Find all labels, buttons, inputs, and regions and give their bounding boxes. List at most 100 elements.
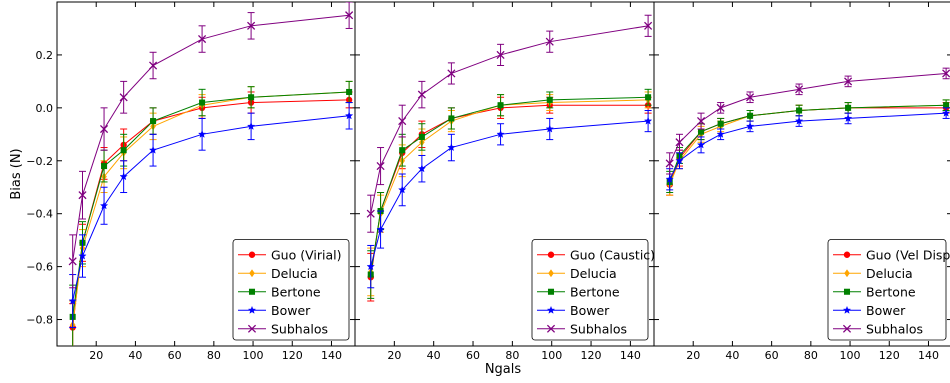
- x-tick-label: 80: [804, 349, 818, 362]
- data-point: [746, 93, 755, 102]
- x-axis-label: Ngals: [485, 362, 522, 377]
- legend-box: [232, 239, 350, 341]
- y-tick-label: −0.8: [26, 314, 53, 327]
- data-point: [717, 120, 724, 127]
- data-point: [78, 251, 87, 260]
- legend-marker: [546, 324, 556, 333]
- data-point: [101, 163, 108, 170]
- data-point: [696, 140, 706, 149]
- panels-layer: 20 40 60 80 100 120 140 −0.8 −0.6 −0.4 −0.2 0.0 0.2 G…: [26, 1, 950, 362]
- y-tick-label: −0.6: [26, 261, 53, 274]
- x-tick-label: 60: [168, 349, 182, 362]
- legend: Guo (Vel Disp) Delucia Bertone Bower Subhalo…: [827, 239, 950, 341]
- x-tick-label: 40: [128, 349, 142, 362]
- series-subhalos: [665, 67, 950, 175]
- legend-label: Bertone: [570, 284, 620, 299]
- data-point: [418, 133, 425, 140]
- legend-label: Bower: [271, 303, 311, 318]
- data-point: [665, 174, 674, 183]
- series-subhalos: [68, 2, 354, 289]
- series-line: [72, 115, 350, 302]
- data-point: [448, 115, 455, 122]
- series-line: [669, 104, 947, 185]
- data-point: [247, 21, 256, 30]
- x-tick-label: 20: [686, 349, 700, 362]
- legend: Guo (Caustic) Delucia Bertone Bower Subhalos: [531, 239, 655, 341]
- series-bower: [665, 107, 950, 191]
- y-tick-label: −0.2: [26, 155, 53, 168]
- data-point: [447, 69, 456, 78]
- series-line: [370, 120, 649, 267]
- data-point: [941, 108, 950, 117]
- legend-marker: [843, 251, 851, 258]
- legend-label: Guo (Caustic): [570, 247, 655, 262]
- legend-marker: [546, 305, 556, 314]
- data-point: [120, 147, 127, 154]
- legend-entry: Guo (Caustic): [537, 247, 655, 262]
- legend-marker: [844, 269, 850, 278]
- series-delucia: [666, 99, 950, 196]
- data-point: [665, 159, 674, 168]
- x-tick-label: 40: [427, 349, 441, 362]
- legend-entry: Bertone: [537, 284, 620, 299]
- data-point: [366, 209, 375, 218]
- legend-label: Bertone: [866, 284, 916, 299]
- legend: Guo (Virial) Delucia Bertone Bower Subhalos: [232, 239, 350, 341]
- data-point: [197, 129, 207, 138]
- series-line: [669, 112, 947, 180]
- legend-entry: Delucia: [537, 266, 617, 281]
- data-point: [716, 103, 725, 112]
- data-point: [545, 124, 554, 133]
- x-tick-label: 60: [765, 349, 779, 362]
- series-bower: [68, 102, 354, 328]
- series-bower: [366, 109, 653, 289]
- legend-marker: [249, 269, 255, 278]
- y-tick-label: −0.4: [26, 208, 53, 221]
- x-tick-label: 60: [466, 349, 480, 362]
- data-point: [545, 37, 554, 46]
- legend-label: Bower: [570, 303, 610, 318]
- legend-label: Bower: [866, 303, 906, 318]
- data-point: [447, 143, 456, 152]
- series-line: [72, 91, 350, 317]
- x-tick-label: 140: [918, 349, 939, 362]
- legend-marker: [247, 324, 257, 333]
- x-tick-label: 100: [243, 349, 264, 362]
- legend-entry: Subhalos: [238, 321, 328, 336]
- legend-marker: [547, 251, 555, 258]
- legend-label: Delucia: [570, 266, 617, 281]
- data-point: [366, 262, 375, 271]
- data-point: [398, 117, 407, 126]
- legend-entry: Delucia: [238, 266, 318, 281]
- data-point: [645, 94, 652, 101]
- data-point: [119, 93, 128, 102]
- data-point: [248, 94, 255, 101]
- data-point: [716, 129, 725, 138]
- data-point: [844, 77, 853, 86]
- data-point: [376, 225, 385, 234]
- x-tick-label: 100: [840, 349, 861, 362]
- data-point: [376, 162, 385, 171]
- legend-label: Delucia: [271, 266, 318, 281]
- series-line: [370, 99, 649, 272]
- series-layer: [366, 14, 653, 302]
- legend-label: Bertone: [271, 284, 321, 299]
- series-line: [370, 25, 649, 214]
- legend-marker: [248, 288, 256, 295]
- legend-label: Subhalos: [271, 321, 328, 336]
- data-point: [417, 164, 427, 173]
- series-bertone: [666, 99, 950, 194]
- data-point: [696, 117, 706, 126]
- legend-label: Guo (Virial): [271, 247, 341, 262]
- legend-entry: Delucia: [833, 266, 913, 281]
- data-point: [698, 128, 705, 135]
- data-point: [794, 116, 804, 125]
- chart-panel-2: 20 40 60 80 100 120 140 Guo (Caustic) Delucia Ber…: [354, 1, 655, 362]
- x-tick-label: 140: [321, 349, 342, 362]
- data-point: [199, 99, 206, 106]
- data-point: [843, 114, 853, 122]
- legend-marker: [842, 305, 852, 314]
- chart-panel-1: 20 40 60 80 100 120 140 −0.8 −0.6 −0.4 −0.2 0.0 0.2 G…: [26, 1, 356, 362]
- series-subhalos: [366, 14, 653, 233]
